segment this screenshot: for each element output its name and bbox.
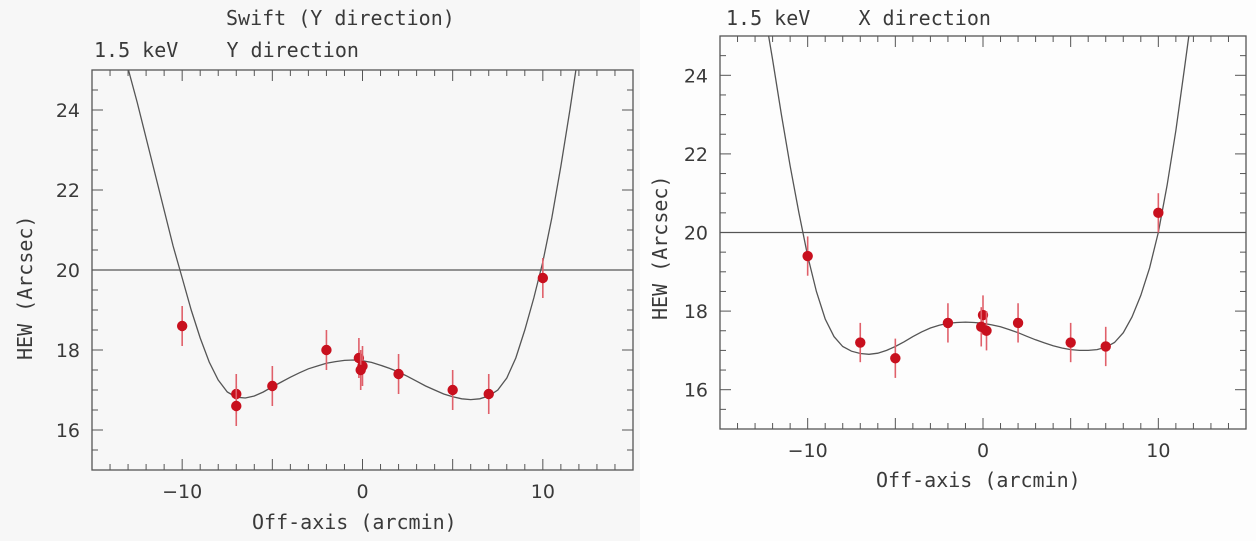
left-data-point xyxy=(393,368,404,380)
right-data-point xyxy=(1012,317,1024,329)
left-fit-curve xyxy=(127,70,577,401)
right-x-tick-label: 10 xyxy=(1146,440,1170,462)
right-chart-subtitle: 1.5 keV X direction xyxy=(726,6,991,30)
right-data-point xyxy=(802,250,813,262)
left-data-point xyxy=(355,364,366,376)
right-y-tick-label: 24 xyxy=(684,65,708,87)
right-data-point xyxy=(1065,337,1076,348)
right-x-tick-label: −10 xyxy=(788,440,828,462)
right-data-point xyxy=(981,325,992,336)
right-data-point xyxy=(890,353,901,364)
right-chart-panel: −10 0 10 16 18 20 22 24 1.5 keV X direction Off… xyxy=(640,0,1256,541)
right-y-tick-label: 16 xyxy=(684,380,708,402)
left-data-point xyxy=(483,388,494,400)
left-x-tick-label: −10 xyxy=(162,481,202,503)
left-chart-svg: −10 0 10 16 18 20 22 24 xyxy=(56,69,634,503)
right-x-axis-label: Off-axis (arcmin) xyxy=(876,468,1081,492)
left-chart-panel: −10 0 10 16 18 20 22 24 Swift (Y direction) 1.5… xyxy=(13,6,634,534)
right-y-tick-label: 18 xyxy=(684,301,708,323)
left-data-point xyxy=(176,320,188,332)
left-y-tick-label: 18 xyxy=(56,340,80,362)
right-fit-curve xyxy=(767,36,1190,355)
left-data-point xyxy=(537,272,549,284)
left-chart-title: Swift (Y direction) xyxy=(226,6,455,30)
left-data-point xyxy=(321,344,332,356)
right-data-point xyxy=(977,309,989,321)
left-x-tick-label: 10 xyxy=(531,481,555,503)
right-data-point xyxy=(855,337,866,348)
right-data-point xyxy=(1153,207,1164,219)
right-chart-svg: −10 0 10 16 18 20 22 24 xyxy=(684,35,1247,462)
left-data-point xyxy=(267,380,278,392)
left-data-point xyxy=(231,400,242,412)
right-x-tick-label: 0 xyxy=(977,440,989,462)
right-y-axis-label: HEW (Arcsec) xyxy=(648,175,672,321)
left-x-tick-label: 0 xyxy=(356,481,368,503)
right-data-point xyxy=(942,317,954,329)
left-x-axis-label: Off-axis (arcmin) xyxy=(252,510,457,534)
left-y-tick-label: 20 xyxy=(56,260,80,282)
left-y-tick-label: 24 xyxy=(56,100,80,122)
right-data-point xyxy=(1100,341,1111,352)
left-chart-subtitle: 1.5 keV Y direction xyxy=(94,38,359,62)
right-ticks xyxy=(719,35,1247,430)
left-y-tick-label: 22 xyxy=(56,180,80,202)
left-y-axis-label: HEW (Arcsec) xyxy=(13,215,37,361)
left-y-tick-label: 16 xyxy=(56,420,80,442)
right-y-tick-label: 20 xyxy=(684,223,708,245)
left-data-point xyxy=(447,384,458,396)
right-y-tick-label: 22 xyxy=(684,144,708,166)
